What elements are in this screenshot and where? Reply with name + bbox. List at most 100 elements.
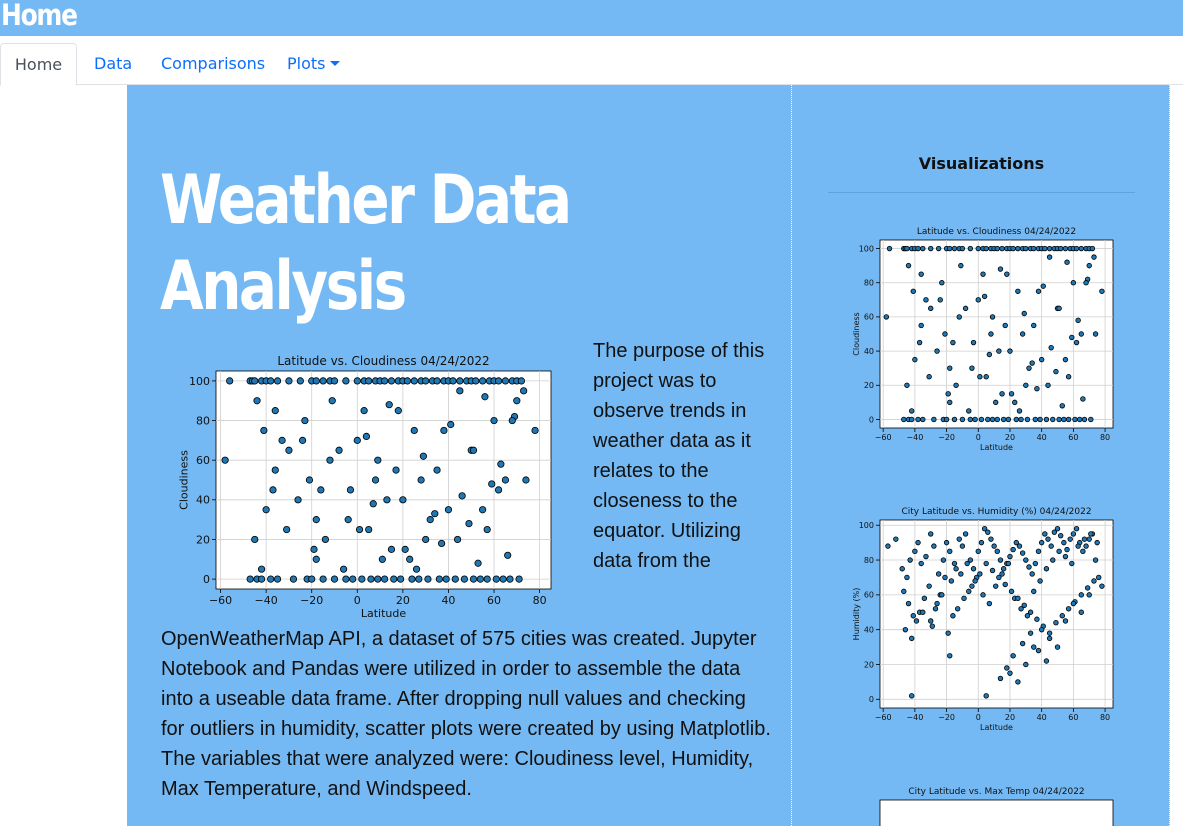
- data-point: [943, 539, 950, 546]
- data-point: [283, 525, 291, 534]
- data-point: [1073, 526, 1080, 532]
- data-point: [948, 578, 955, 584]
- data-point: [1016, 543, 1023, 549]
- data-point: [365, 525, 373, 534]
- data-point: [1037, 416, 1043, 423]
- data-point: [378, 555, 386, 563]
- data-point: [483, 525, 491, 534]
- data-point: [1062, 553, 1069, 560]
- data-point: [1070, 531, 1077, 537]
- data-point: [945, 630, 951, 636]
- data-point: [344, 516, 352, 524]
- data-point: [1070, 600, 1077, 607]
- x-tick-label: 60: [487, 594, 501, 607]
- data-point: [358, 575, 366, 583]
- y-tick-label: 100: [189, 375, 210, 388]
- data-point: [515, 575, 523, 583]
- data-point: [1056, 305, 1062, 312]
- data-point: [988, 331, 994, 337]
- tab-comparisons[interactable]: Comparisons: [161, 54, 266, 73]
- y-tick-label: 80: [196, 414, 210, 427]
- data-point: [1018, 416, 1024, 423]
- data-point: [440, 426, 448, 435]
- data-point: [962, 531, 969, 537]
- data-point: [1035, 548, 1042, 555]
- top-header-bar: Home: [0, 0, 1183, 36]
- data-point: [994, 548, 1000, 555]
- x-tick-label: 0: [354, 594, 361, 607]
- data-point: [1046, 245, 1053, 252]
- chart-title: City Latitude vs. Humidity (%) 04/24/202…: [901, 507, 1091, 517]
- data-point: [1031, 322, 1037, 329]
- data-point: [1084, 585, 1091, 591]
- data-point: [488, 480, 496, 488]
- data-point: [1026, 564, 1032, 570]
- data-point: [1061, 416, 1067, 423]
- data-point: [956, 314, 962, 320]
- data-point: [1015, 595, 1021, 602]
- data-point: [1088, 416, 1094, 423]
- data-point: [1034, 616, 1040, 622]
- data-point: [383, 496, 391, 504]
- data-point: [273, 575, 282, 583]
- data-point: [943, 416, 950, 423]
- tab-home[interactable]: Home: [0, 43, 77, 86]
- data-point: [999, 245, 1005, 252]
- data-point: [997, 675, 1004, 682]
- data-point: [904, 245, 910, 252]
- data-point: [947, 548, 953, 555]
- data-point: [362, 432, 371, 441]
- y-tick-label: 0: [869, 415, 874, 424]
- data-point: [1062, 356, 1069, 363]
- data-point: [399, 496, 407, 504]
- data-point: [381, 575, 389, 583]
- data-point: [1051, 529, 1058, 535]
- data-point: [1046, 630, 1053, 636]
- data-point: [883, 314, 890, 320]
- data-point: [424, 575, 432, 583]
- data-point: [305, 476, 314, 484]
- tab-plots-dropdown[interactable]: Plots: [287, 43, 340, 85]
- data-point: [253, 397, 261, 405]
- tab-data[interactable]: Data: [94, 54, 133, 73]
- data-point: [1065, 374, 1072, 380]
- data-point: [1059, 403, 1065, 409]
- data-point: [915, 416, 921, 423]
- data-point: [910, 288, 916, 294]
- data-point: [1005, 560, 1012, 567]
- data-point: [312, 555, 320, 563]
- data-point: [1057, 245, 1064, 252]
- caret-down-icon: [329, 61, 340, 66]
- x-tick-label: −20: [938, 713, 955, 722]
- sidebar-cloudiness-chart[interactable]: Latitude vs. Cloudiness 04/24/2022 −60 −40…: [845, 222, 1120, 457]
- y-tick-label: 20: [864, 381, 874, 390]
- data-point: [251, 535, 259, 544]
- x-tick-label: −40: [906, 433, 923, 442]
- data-point: [970, 339, 977, 346]
- sidebar-humidity-chart[interactable]: City Latitude vs. Humidity (%) 04/24/202…: [845, 502, 1120, 737]
- data-point: [342, 377, 350, 385]
- data-point: [1021, 310, 1027, 317]
- data-point: [978, 416, 985, 423]
- data-point: [317, 486, 325, 494]
- data-point: [915, 539, 921, 546]
- data-point: [1069, 560, 1075, 567]
- data-point: [497, 460, 505, 468]
- data-point: [1045, 536, 1051, 542]
- data-point: [958, 571, 964, 577]
- page-margin: [1170, 85, 1183, 826]
- data-point: [1015, 288, 1021, 294]
- sidebar-maxtemp-chart[interactable]: City Latitude vs. Max Temp 04/24/2022: [845, 782, 1120, 826]
- data-point: [1024, 613, 1031, 619]
- data-point: [928, 531, 934, 537]
- data-point: [969, 365, 975, 371]
- data-point: [508, 416, 516, 425]
- data-point: [999, 571, 1005, 577]
- data-point: [417, 476, 425, 484]
- data-point: [1029, 571, 1035, 577]
- data-point: [1019, 331, 1026, 337]
- data-point: [977, 571, 983, 577]
- data-point: [993, 583, 999, 589]
- column-divider: [791, 85, 793, 826]
- x-tick-label: 40: [1037, 433, 1047, 442]
